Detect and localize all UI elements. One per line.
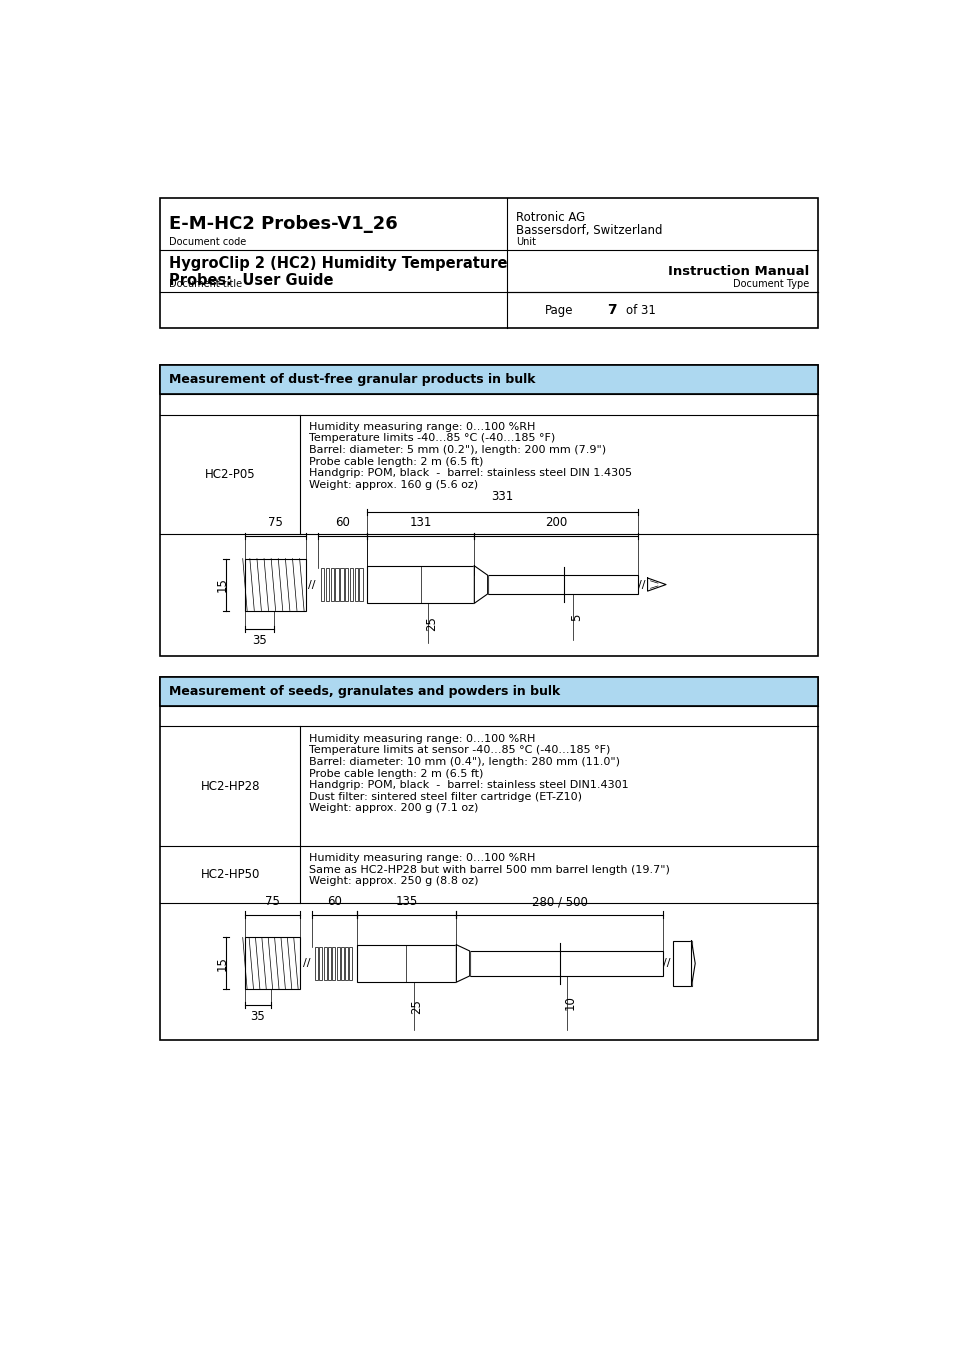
Polygon shape (474, 566, 487, 603)
Bar (321, 568, 324, 601)
Text: 35: 35 (251, 1010, 265, 1023)
Bar (350, 568, 353, 601)
Bar (469, 950, 662, 976)
Polygon shape (456, 945, 469, 983)
Text: Measurement of dust-free granular products in bulk: Measurement of dust-free granular produc… (169, 373, 535, 386)
Bar (245, 937, 300, 990)
Text: Measurement of seeds, granulates and powders in bulk: Measurement of seeds, granulates and pow… (169, 684, 559, 698)
Text: //: // (662, 958, 670, 968)
Text: 131: 131 (409, 517, 432, 529)
Bar (160, 676, 817, 706)
Bar (314, 946, 318, 980)
Text: 135: 135 (395, 895, 417, 909)
Text: 200: 200 (544, 517, 567, 529)
Bar (355, 568, 357, 601)
Text: Probes:  User Guide: Probes: User Guide (169, 273, 333, 289)
Text: 7: 7 (606, 304, 617, 317)
Text: 5: 5 (569, 613, 582, 621)
Bar (359, 568, 362, 601)
Text: 15: 15 (215, 956, 229, 971)
Text: Rotronic AG: Rotronic AG (516, 211, 585, 224)
Text: Humidity measuring range: 0…100 %RH
Temperature limits -40…85 °C (-40…185 °F)
Ba: Humidity measuring range: 0…100 %RH Temp… (309, 421, 632, 490)
Bar (331, 568, 334, 601)
Bar (367, 566, 474, 603)
Text: 35: 35 (252, 634, 266, 648)
Bar (328, 946, 331, 980)
Text: //: // (638, 579, 645, 590)
Bar (326, 568, 329, 601)
Text: Bassersdorf, Switzerland: Bassersdorf, Switzerland (516, 224, 662, 238)
Bar (323, 946, 326, 980)
Text: E-M-HC2 Probes-V1_26: E-M-HC2 Probes-V1_26 (169, 216, 397, 234)
Bar (340, 946, 343, 980)
Text: 75: 75 (265, 895, 280, 909)
Text: Humidity measuring range: 0…100 %RH
Same as HC2-HP28 but with barrel 500 mm barr: Humidity measuring range: 0…100 %RH Same… (309, 853, 669, 887)
Text: Document Type: Document Type (732, 279, 808, 289)
Text: 25: 25 (424, 616, 437, 630)
Bar (336, 946, 339, 980)
Bar (160, 676, 817, 1041)
Bar (345, 568, 348, 601)
Bar (349, 946, 352, 980)
Bar (335, 568, 338, 601)
Text: 10: 10 (563, 995, 577, 1010)
Text: HC2-HP28: HC2-HP28 (200, 780, 259, 792)
Bar (160, 364, 817, 394)
Polygon shape (691, 941, 695, 987)
Bar (672, 941, 691, 987)
Text: Humidity measuring range: 0…100 %RH
Temperature limits at sensor -40…85 °C (-40…: Humidity measuring range: 0…100 %RH Temp… (309, 734, 628, 813)
Text: 60: 60 (327, 895, 341, 909)
Text: HygroClip 2 (HC2) Humidity Temperature: HygroClip 2 (HC2) Humidity Temperature (169, 255, 507, 270)
Text: 280 / 500: 280 / 500 (532, 895, 587, 909)
Text: //: // (308, 579, 315, 590)
Bar (245, 559, 306, 610)
Text: HC2-HP50: HC2-HP50 (200, 868, 259, 882)
Text: of 31: of 31 (625, 304, 655, 317)
Bar (345, 946, 348, 980)
Text: 331: 331 (491, 490, 513, 504)
Bar (160, 198, 817, 328)
Text: Document code: Document code (169, 238, 246, 247)
Text: Document title: Document title (169, 279, 242, 289)
Bar (487, 575, 638, 594)
Bar (332, 946, 335, 980)
Text: 75: 75 (268, 517, 283, 529)
Text: //: // (302, 958, 310, 968)
Text: Unit: Unit (516, 238, 536, 247)
Text: HC2-P05: HC2-P05 (205, 468, 255, 481)
Bar (340, 568, 343, 601)
Text: Instruction Manual: Instruction Manual (667, 265, 808, 278)
Text: 25: 25 (410, 999, 423, 1014)
Text: 60: 60 (335, 517, 350, 529)
Bar (319, 946, 322, 980)
Bar (356, 945, 456, 983)
Bar (160, 364, 817, 656)
Text: 15: 15 (215, 576, 229, 593)
Polygon shape (647, 578, 665, 591)
Text: Page: Page (544, 304, 572, 317)
